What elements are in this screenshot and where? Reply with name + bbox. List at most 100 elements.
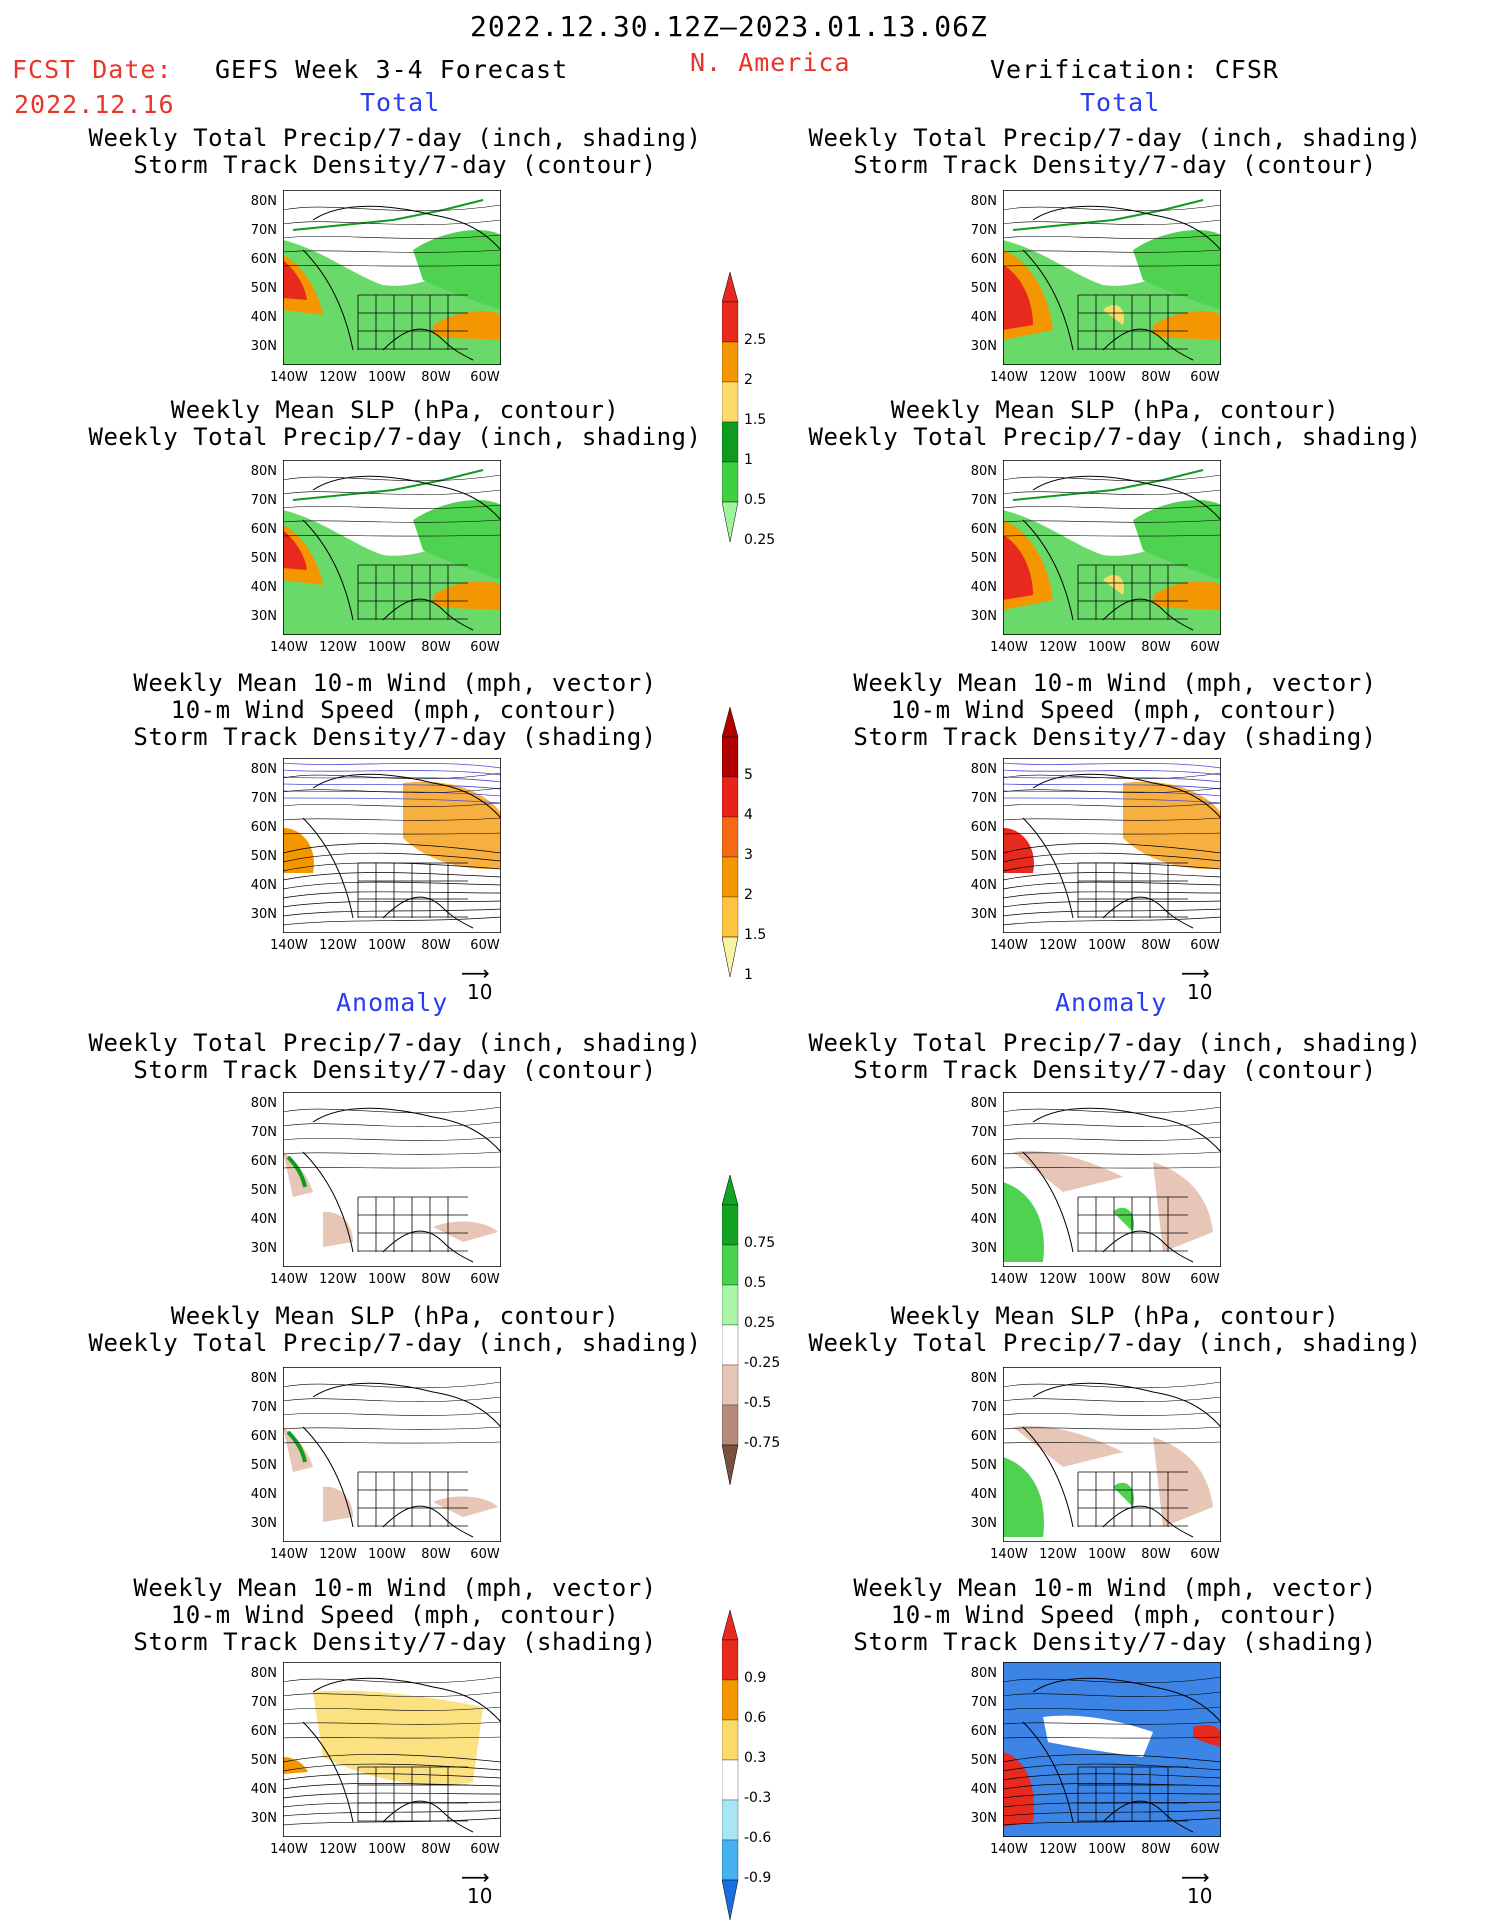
map-plot bbox=[1002, 189, 1222, 366]
lon-label: 100W bbox=[368, 938, 406, 953]
colorbar-label: 2.5 bbox=[744, 332, 767, 348]
lat-label: 50N bbox=[970, 551, 997, 566]
map-plot bbox=[1002, 1091, 1222, 1268]
lon-label: 120W bbox=[1039, 938, 1077, 953]
lon-label: 60W bbox=[1190, 640, 1220, 655]
panel-title-line: Storm Track Density/7-day (shading) bbox=[133, 723, 657, 751]
lon-label: 120W bbox=[319, 640, 357, 655]
map-plot bbox=[1002, 1366, 1222, 1543]
lat-label: 80N bbox=[250, 762, 277, 777]
lat-label: 80N bbox=[250, 1666, 277, 1681]
vector-reference-value: 10 bbox=[1187, 980, 1213, 1004]
colorbar-segment bbox=[722, 1204, 739, 1246]
lon-label: 140W bbox=[270, 1272, 308, 1287]
colorbar-segment bbox=[722, 1244, 739, 1286]
colorbar-label: 1.5 bbox=[744, 412, 767, 428]
lon-label: 60W bbox=[1190, 1547, 1220, 1562]
panel-title-line: Storm Track Density/7-day (contour) bbox=[133, 151, 657, 179]
colorbar-label: 0.5 bbox=[744, 1275, 767, 1291]
colorbar-segment bbox=[722, 421, 739, 463]
map-plot bbox=[282, 1366, 502, 1543]
lon-label: 100W bbox=[368, 1842, 406, 1857]
lat-label: 60N bbox=[970, 1154, 997, 1169]
lat-label: 60N bbox=[250, 252, 277, 267]
colorbar-label: 2 bbox=[744, 372, 753, 388]
lat-label: 30N bbox=[970, 339, 997, 354]
colorbar-label: 0.25 bbox=[744, 532, 776, 548]
panel-title-line: Weekly Total Precip/7-day (inch, shading… bbox=[808, 1329, 1422, 1357]
panel-title-line: Weekly Mean 10-m Wind (mph, vector) bbox=[133, 669, 657, 697]
fcst-date-value: 2022.12.16 bbox=[14, 90, 175, 119]
lon-label: 100W bbox=[1088, 1842, 1126, 1857]
lon-label: 80W bbox=[421, 1547, 451, 1562]
lat-label: 60N bbox=[250, 1724, 277, 1739]
lon-label: 120W bbox=[319, 1842, 357, 1857]
lat-label: 80N bbox=[970, 1666, 997, 1681]
lat-label: 80N bbox=[970, 464, 997, 479]
lat-label: 50N bbox=[250, 1458, 277, 1473]
colorbar-label: -0.75 bbox=[744, 1435, 781, 1451]
lon-label: 100W bbox=[1088, 640, 1126, 655]
colorbar-cap bbox=[722, 501, 739, 543]
lon-label: 120W bbox=[1039, 1842, 1077, 1857]
lon-label: 140W bbox=[990, 938, 1028, 953]
panel-title-line: Weekly Mean 10-m Wind (mph, vector) bbox=[133, 1574, 657, 1602]
lon-label: 60W bbox=[470, 1547, 500, 1562]
panel-title-line: Weekly Total Precip/7-day (inch, shading… bbox=[88, 1029, 702, 1057]
lon-label: 80W bbox=[1141, 938, 1171, 953]
lat-label: 30N bbox=[970, 907, 997, 922]
panel-title-line: 10-m Wind Speed (mph, contour) bbox=[890, 1601, 1340, 1629]
colorbar-label: 0.6 bbox=[744, 1710, 767, 1726]
lon-label: 140W bbox=[270, 1547, 308, 1562]
colorbar-segment bbox=[722, 1799, 739, 1841]
lon-label: 140W bbox=[270, 640, 308, 655]
lon-label: 120W bbox=[1039, 1547, 1077, 1562]
map-panel bbox=[1002, 189, 1222, 366]
colorbar-label: -0.3 bbox=[744, 1790, 772, 1806]
lon-label: 120W bbox=[1039, 370, 1077, 385]
panel-title: Weekly Mean 10-m Wind (mph, vector) 10-m … bbox=[755, 670, 1475, 751]
panel-title-line: Storm Track Density/7-day (shading) bbox=[853, 723, 1377, 751]
colorbar-label: -0.5 bbox=[744, 1395, 772, 1411]
panel-title-line: 10-m Wind Speed (mph, contour) bbox=[890, 696, 1340, 724]
panel-title-line: Weekly Mean 10-m Wind (mph, vector) bbox=[853, 669, 1377, 697]
lat-label: 70N bbox=[970, 493, 997, 508]
panel-title: Weekly Mean SLP (hPa, contour) Weekly Tot… bbox=[755, 1303, 1475, 1357]
lat-label: 50N bbox=[970, 1183, 997, 1198]
lat-label: 70N bbox=[970, 1400, 997, 1415]
arrow-icon: ⟶ bbox=[1181, 961, 1210, 985]
colorbar-segment bbox=[722, 776, 739, 818]
panel-title-line: Weekly Total Precip/7-day (inch, shading… bbox=[808, 423, 1422, 451]
colorbar-label: 1.5 bbox=[744, 927, 767, 943]
lat-label: 50N bbox=[970, 1753, 997, 1768]
lon-label: 80W bbox=[1141, 370, 1171, 385]
lon-label: 60W bbox=[470, 370, 500, 385]
map-panel bbox=[282, 757, 502, 934]
lon-label: 80W bbox=[421, 1272, 451, 1287]
colorbar-label: 4 bbox=[744, 807, 753, 823]
lat-label: 40N bbox=[250, 1487, 277, 1502]
vector-reference: ⟶ 10 bbox=[1181, 961, 1213, 1004]
panel-title-line: Weekly Mean SLP (hPa, contour) bbox=[170, 396, 620, 424]
lat-label: 50N bbox=[970, 849, 997, 864]
lat-label: 40N bbox=[970, 878, 997, 893]
panel-title: Weekly Mean 10-m Wind (mph, vector) 10-m … bbox=[35, 670, 755, 751]
colorbar-segment bbox=[722, 896, 739, 938]
lat-label: 40N bbox=[970, 1782, 997, 1797]
lon-label: 60W bbox=[470, 1842, 500, 1857]
colorbar-segment bbox=[722, 1324, 739, 1366]
lat-label: 70N bbox=[970, 223, 997, 238]
lat-label: 80N bbox=[970, 762, 997, 777]
lon-label: 140W bbox=[270, 938, 308, 953]
lon-label: 140W bbox=[990, 1272, 1028, 1287]
colorbar-segment bbox=[722, 301, 739, 343]
colorbar-label: 5 bbox=[744, 767, 753, 783]
map-panel bbox=[282, 189, 502, 366]
colorbar-segment bbox=[722, 1759, 739, 1801]
map-plot bbox=[1002, 1661, 1222, 1838]
vector-reference: ⟶ 10 bbox=[461, 963, 492, 1004]
lat-label: 30N bbox=[970, 1811, 997, 1826]
lon-label: 80W bbox=[421, 370, 451, 385]
lon-label: 60W bbox=[470, 1272, 500, 1287]
forecast-label: GEFS Week 3-4 Forecast bbox=[215, 55, 569, 84]
